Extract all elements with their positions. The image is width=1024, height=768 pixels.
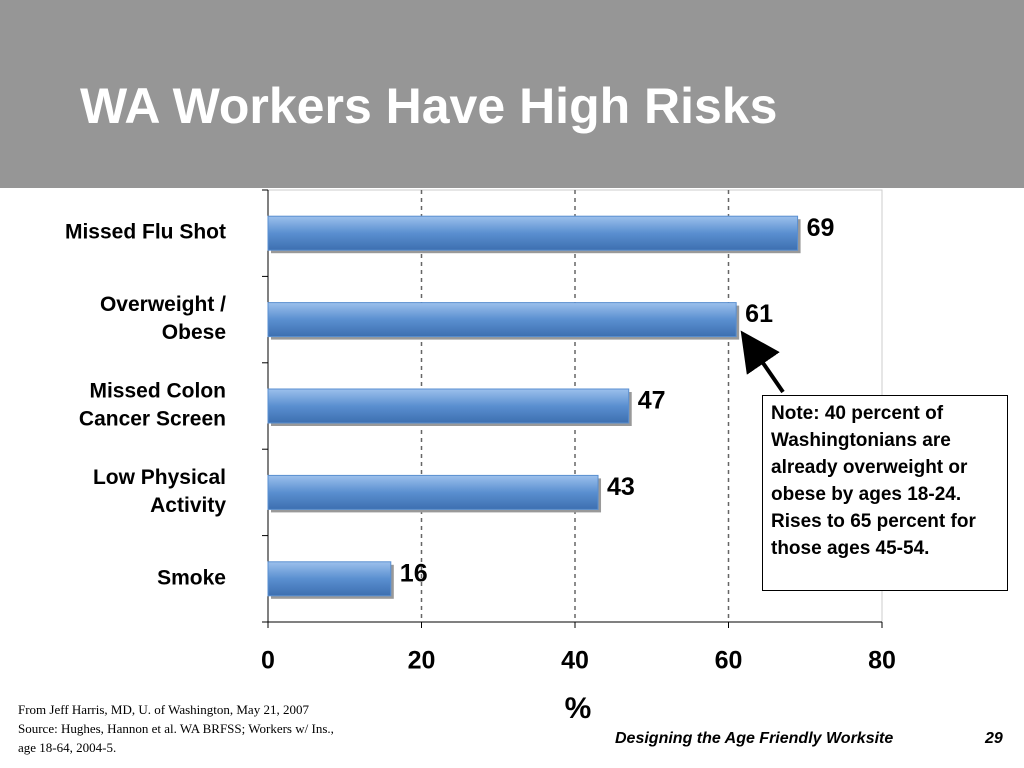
annotation: Note: 40 percent of Washingtonians are a…: [762, 395, 1008, 591]
bar: [267, 215, 799, 251]
plot: 0 20 40 60 80% Missed Flu Shot 69 Overweight / O…: [65, 189, 896, 725]
value-label: 69: [807, 214, 835, 242]
page-number: 29: [985, 730, 1003, 747]
bar: [267, 474, 599, 510]
annotation-arrow: [740, 330, 785, 394]
category-label: Missed Flu Shot: [65, 221, 226, 244]
category-label: Missed Colon: [89, 380, 226, 403]
source-line: age 18-64, 2004-5.: [18, 740, 117, 755]
value-label: 16: [400, 559, 428, 587]
source-line: Source: Hughes, Hannon et al. WA BRFSS; …: [18, 721, 334, 736]
x-tick-label: 0: [261, 647, 275, 675]
category-label: Obese: [162, 321, 226, 344]
category-label: Overweight /: [100, 293, 226, 316]
source-note: From Jeff Harris, MD, U. of Washington, …: [18, 700, 334, 757]
x-tick-label: 60: [715, 647, 743, 675]
source-line: From Jeff Harris, MD, U. of Washington, …: [18, 702, 309, 717]
x-axis-label: %: [565, 692, 592, 725]
category-label: Smoke: [157, 566, 226, 589]
x-tick-label: 40: [561, 647, 589, 675]
x-tick-label: 20: [408, 647, 436, 675]
bar: [267, 388, 630, 424]
value-label: 61: [745, 300, 773, 328]
category-label: Cancer Screen: [79, 408, 226, 431]
footer: Designing the Age Friendly Worksite: [615, 730, 894, 747]
value-label: 47: [638, 387, 666, 415]
slide-title: WA Workers Have High Risks: [80, 78, 777, 134]
category-label: Low Physical: [93, 466, 226, 489]
bar: [267, 302, 737, 338]
x-tick-label: 80: [868, 647, 896, 675]
value-label: 43: [607, 473, 635, 501]
bar: [267, 561, 392, 597]
header-band: [0, 0, 1024, 188]
category-label: Activity: [150, 494, 226, 517]
